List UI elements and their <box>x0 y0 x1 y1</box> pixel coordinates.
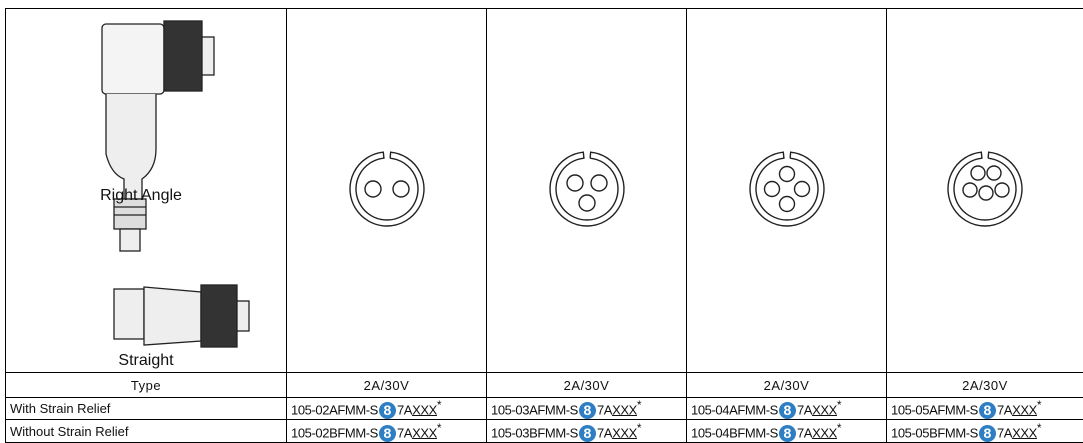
pinout <box>487 9 687 373</box>
footnote-mark: * <box>1037 421 1041 435</box>
cell: 2A/30V <box>287 373 487 398</box>
cell: 2A/30V <box>687 373 887 398</box>
connector-ring <box>350 152 424 226</box>
footnote-mark: * <box>837 398 841 412</box>
row-label: Without Strain Relief <box>6 420 287 443</box>
option-badge: 8 <box>979 425 996 442</box>
cell: 2A/30V <box>487 373 687 398</box>
option-badge: 8 <box>379 402 396 419</box>
footnote-mark: * <box>637 421 641 435</box>
connector-ring <box>948 152 1022 226</box>
row-label: Type <box>6 373 287 398</box>
cable-label: Straight <box>118 352 174 369</box>
part-mid: 7A <box>597 402 612 417</box>
image-row: Right Angle Straight <box>6 9 1083 373</box>
part-prefix: 105-03AFMM-S <box>491 402 578 417</box>
pinout-5 <box>935 139 1035 239</box>
cable-drawings: Right Angle Straight <box>6 9 286 369</box>
footnote-mark: * <box>1037 398 1041 412</box>
part-prefix: 105-05AFMM-S <box>891 402 978 417</box>
pinout <box>687 9 887 373</box>
option-badge: 8 <box>579 402 596 419</box>
connector-ring <box>750 152 824 226</box>
footnote-mark: * <box>637 398 641 412</box>
option-badge: 8 <box>779 402 796 419</box>
part-mid: 7A <box>797 402 812 417</box>
pinout-2 <box>337 139 437 239</box>
cable-images: Right Angle Straight <box>6 9 287 373</box>
cell: 2A/30V <box>887 373 1083 398</box>
pinout <box>887 9 1083 373</box>
part-mid: 7A <box>397 402 412 417</box>
part-suffix: XXX <box>412 402 437 417</box>
part-suffix: XXX <box>612 402 637 417</box>
part-suffix: XXX <box>1012 402 1037 417</box>
connector-ring <box>550 152 624 226</box>
pinout <box>287 9 487 373</box>
pinout-4 <box>737 139 837 239</box>
footnote-mark: * <box>837 421 841 435</box>
row-label: With Strain Relief <box>6 398 287 420</box>
cable-label: Right Angle <box>100 187 182 204</box>
part-prefix: 105-04AFMM-S <box>691 402 778 417</box>
footnote-mark: * <box>437 398 441 412</box>
footnote-mark: * <box>437 421 441 435</box>
pinout-3 <box>537 139 637 239</box>
part-suffix: XXX <box>812 402 837 417</box>
option-badge: 8 <box>579 425 596 442</box>
option-badge: 8 <box>979 402 996 419</box>
option-badge: 8 <box>379 425 396 442</box>
part-prefix: 105-02AFMM-S <box>291 402 378 417</box>
option-badge: 8 <box>779 425 796 442</box>
part-mid: 7A <box>997 402 1012 417</box>
